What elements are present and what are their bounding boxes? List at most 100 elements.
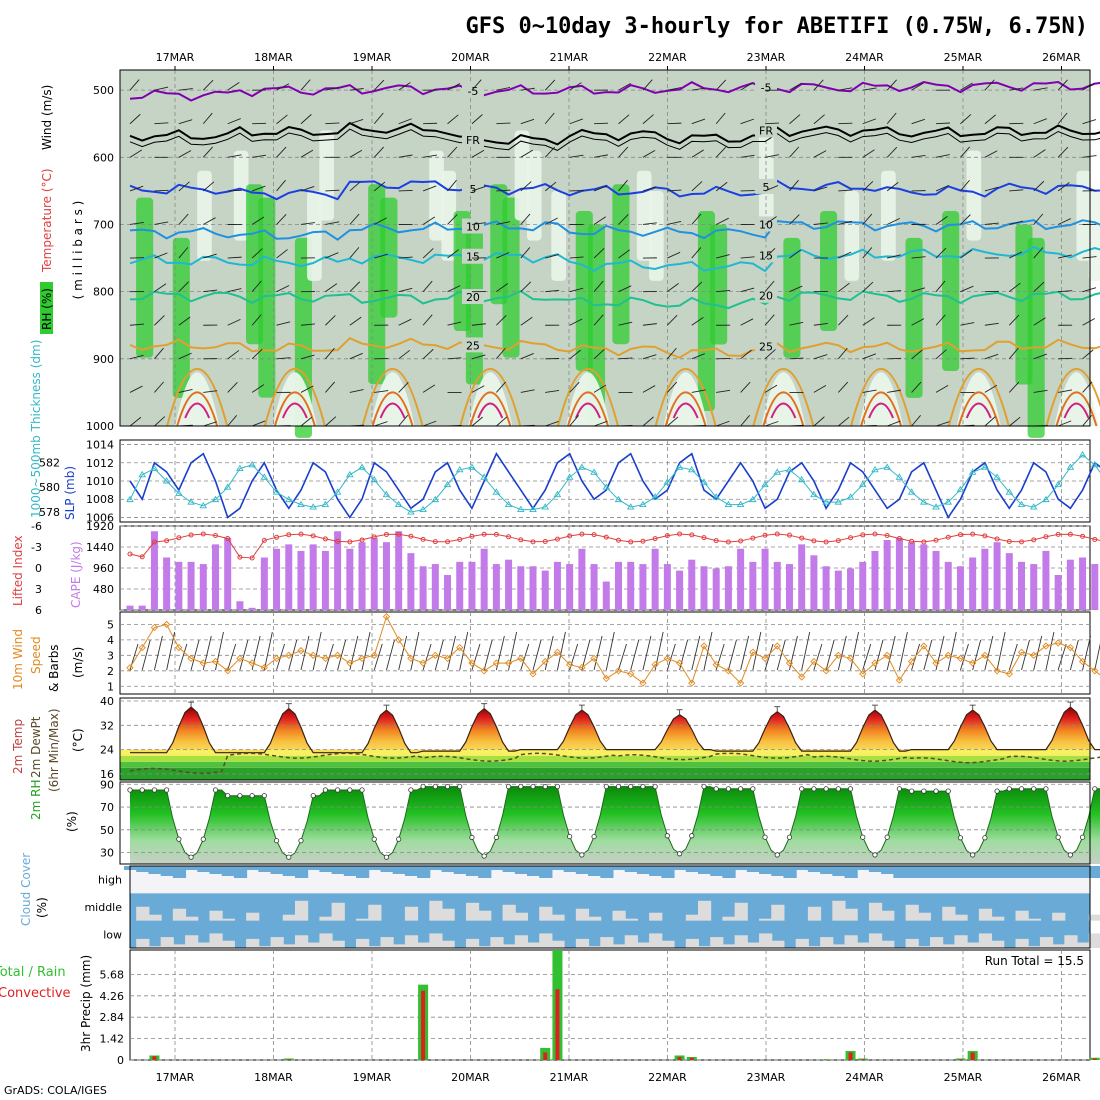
wind-barb (911, 349, 923, 360)
wind-speed-point (370, 651, 378, 659)
rh-label: 2m RH (29, 780, 43, 821)
cape-bar (798, 544, 806, 610)
wind-speed-point (834, 651, 842, 659)
wind-barb-10m (630, 639, 640, 671)
cape-tick-label: 960 (93, 562, 114, 575)
rh-point (872, 852, 878, 858)
wind-barb (960, 179, 970, 192)
wind-barb (764, 216, 777, 225)
wind-barb (642, 354, 657, 360)
wind-barb (325, 189, 340, 192)
wind-barb-10m (190, 639, 200, 671)
cloud-high-cell (246, 866, 260, 870)
cloud-low-cell (478, 946, 492, 948)
wind-barb (838, 251, 852, 259)
warm-contour (947, 367, 1010, 427)
cape-bar (871, 550, 879, 610)
rh-point (725, 786, 732, 792)
cloud-high-cell (917, 866, 932, 878)
wind-barb (373, 79, 385, 91)
wind-barb (984, 186, 999, 192)
wind-barb-10m (1057, 643, 1067, 671)
cloud-middle-cell (514, 912, 529, 921)
wind-barb (154, 86, 169, 91)
wind-barb (960, 249, 973, 259)
lifted-index-point (970, 531, 976, 537)
cloud-high-cell (966, 866, 980, 878)
cloud-high-cell (1015, 866, 1029, 878)
wind-barb-10m (947, 631, 957, 671)
warm-contour (672, 402, 699, 419)
precip-panel: 0 1.42 2.84 4.26 5.68 Run Total = 15.5 Total… (0, 949, 1100, 1067)
temp-line (130, 706, 1100, 754)
lifted-index-point (603, 534, 609, 540)
cloud-low-cell (575, 938, 590, 948)
wind-barb (715, 217, 729, 225)
rh-point (188, 854, 194, 860)
cloud-high-cell (1064, 866, 1078, 878)
cloud-high-cell (160, 866, 174, 876)
wind-barb (544, 146, 556, 158)
lifted-index-point (725, 539, 731, 545)
cloud-high-cell (978, 866, 993, 878)
thickness-point (443, 480, 452, 488)
cloud-low-cell (856, 942, 870, 948)
wind-speed-point (1030, 651, 1038, 659)
wind-barb-10m (593, 635, 603, 671)
cloud-high-cell (636, 866, 651, 874)
thickness-point (1078, 451, 1087, 458)
wind-barb (496, 252, 510, 259)
wind-barb (496, 283, 509, 293)
cape-bar (993, 542, 1001, 610)
wind-barb-10m (850, 631, 859, 671)
thickness-point (541, 503, 550, 510)
thickness-point (614, 495, 623, 503)
lifted-index-point (628, 539, 634, 545)
wind-barb (886, 217, 900, 225)
cloud-low-cell (331, 940, 345, 948)
lifted-index-point (1006, 538, 1012, 544)
wind-barb (129, 416, 142, 427)
rh-moist-cell (502, 197, 520, 358)
wind-barb (1033, 213, 1044, 225)
wind-speed-point (529, 670, 537, 678)
cape-bar (602, 581, 610, 610)
cape-bar (749, 561, 757, 610)
wind-barb-10m (960, 643, 969, 671)
rh-dry-tongue (663, 372, 708, 426)
wind-barb (471, 222, 486, 225)
wind-barb (496, 314, 507, 326)
thickness-tick-label: 580 (39, 481, 60, 494)
wind-barb (178, 316, 191, 326)
wind-barb (1057, 112, 1068, 125)
cloud-low-cell (1052, 944, 1066, 948)
thickness-point (1005, 488, 1014, 495)
wind-tick-label: 1 (107, 680, 114, 693)
lifted-index-point (506, 534, 512, 540)
cape-bar (944, 561, 952, 610)
isotherm-line (129, 179, 1100, 201)
rh-point (823, 786, 829, 792)
cloud-middle-cell (612, 910, 626, 921)
lifted-index-point (420, 536, 426, 542)
wind-barb (1082, 318, 1096, 326)
cloud-low-cell (197, 942, 211, 948)
warm-contour (575, 402, 601, 419)
wind-barb (960, 357, 975, 360)
lifted-index-point (1092, 536, 1098, 542)
wind-barb (374, 289, 389, 293)
cloud-middle-cell (429, 900, 443, 921)
rh-point (261, 793, 267, 799)
rh-point (322, 787, 328, 793)
warm-contour (379, 402, 406, 419)
wind-barb-10m (1069, 639, 1079, 671)
cloud-high-cell (502, 866, 516, 872)
wind-speed-point (1054, 639, 1062, 647)
bottom-date-label: 23MAR (747, 1071, 786, 1084)
cloud-high-cell (197, 866, 211, 872)
wind-barb (203, 421, 217, 427)
lifted-index-point (176, 535, 182, 541)
wind-barb (129, 149, 143, 158)
rh-point (835, 786, 841, 792)
